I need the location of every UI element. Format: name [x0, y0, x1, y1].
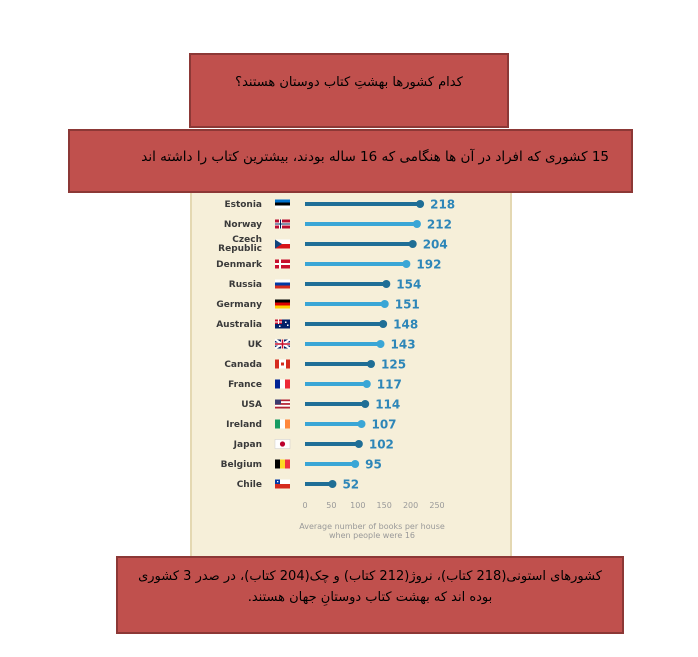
value-label-usa: 114	[375, 398, 400, 412]
value-label-czech-republic: 204	[423, 238, 448, 252]
x-tick-label-100: 100	[350, 501, 365, 510]
value-label-australia: 148	[393, 318, 418, 332]
country-label-russia: Russia	[229, 280, 262, 290]
value-label-germany: 151	[395, 298, 420, 312]
chile-flag	[275, 479, 290, 489]
country-label-germany: Germany	[216, 300, 262, 310]
x-axis-label-line2: when people were 16	[329, 531, 415, 540]
x-tick-label-150: 150	[377, 501, 392, 510]
value-label-chile: 52	[342, 478, 359, 492]
subtitle-box: 15 کشوری که افراد در آن ها هنگامی که 16 …	[68, 129, 633, 193]
bar-dot-france	[362, 380, 371, 388]
value-label-japan: 102	[369, 438, 394, 452]
bar-dot-estonia	[416, 200, 425, 208]
usa-flag	[275, 399, 290, 409]
country-label-france: France	[228, 380, 262, 390]
bar-dot-usa	[361, 400, 370, 408]
country-label-uk: UK	[248, 340, 263, 350]
australia-flag	[275, 319, 290, 329]
belgium-flag	[275, 459, 290, 469]
value-label-norway: 212	[427, 218, 452, 232]
bar-dot-germany	[380, 300, 389, 308]
canada-flag	[275, 359, 290, 369]
country-label-estonia: Estonia	[224, 200, 262, 210]
estonia-flag	[275, 199, 290, 209]
value-label-canada: 125	[381, 358, 406, 372]
uk-flag	[274, 338, 291, 350]
ireland-flag	[275, 419, 290, 429]
bar-dot-czech-republic	[408, 240, 417, 248]
france-flag	[275, 379, 290, 389]
summary-text: کشورهای استونی(218 کتاب)، نروژ(212 کتاب)…	[138, 569, 602, 605]
question-title: کدام کشورها بهشتِ کتاب دوستان هستند؟	[235, 75, 463, 90]
country-label-usa: USA	[241, 400, 262, 410]
bar-dot-ireland	[357, 420, 366, 428]
bar-dot-canada	[367, 360, 375, 368]
country-label-denmark: Denmark	[216, 260, 263, 270]
bar-dot-australia	[379, 320, 388, 328]
x-tick-label-0: 0	[302, 501, 307, 510]
chart-panel: Estonia 218 Norway 212 Czech Republic 204 Denma…	[190, 180, 512, 560]
bar-dot-belgium	[351, 460, 360, 468]
subtitle-text: 15 کشوری که افراد در آن ها هنگامی که 16 …	[141, 149, 609, 165]
x-axis-label: Average number of books per house	[299, 522, 445, 531]
bar-dot-uk	[376, 340, 385, 348]
value-label-france: 117	[377, 378, 402, 392]
books-bar-chart: Estonia 218 Norway 212 Czech Republic 204 Denma…	[216, 198, 455, 541]
value-label-estonia: 218	[430, 198, 455, 212]
country-label-ireland: Ireland	[226, 420, 262, 430]
x-tick-label-200: 200	[403, 501, 418, 510]
country-label-canada: Canada	[224, 360, 262, 370]
question-title-box: کدام کشورها بهشتِ کتاب دوستان هستند؟	[189, 53, 509, 128]
bar-dot-chile	[328, 480, 337, 488]
value-label-uk: 143	[391, 338, 416, 352]
russia-flag	[275, 279, 290, 289]
country-label-chile: Chile	[237, 480, 262, 490]
country-label-belgium: Belgium	[221, 460, 262, 470]
country-label-norway: Norway	[224, 220, 262, 230]
czech-flag	[275, 239, 290, 249]
bar-dot-denmark	[402, 260, 411, 268]
denmark-flag	[275, 259, 290, 269]
japan-flag	[274, 439, 291, 449]
x-tick-label-50: 50	[326, 501, 336, 510]
bar-dot-norway	[412, 220, 421, 228]
country-label-czech-republic: Czech Republic	[218, 235, 262, 254]
bar-dot-japan	[354, 440, 363, 448]
value-label-russia: 154	[396, 278, 421, 292]
value-label-denmark: 192	[416, 258, 441, 272]
country-label-japan: Japan	[233, 440, 262, 450]
summary-box: کشورهای استونی(218 کتاب)، نروژ(212 کتاب)…	[116, 556, 624, 634]
x-tick-label-250: 250	[429, 501, 444, 510]
norway-flag	[275, 219, 290, 229]
bar-dot-russia	[382, 280, 391, 288]
value-label-belgium: 95	[365, 458, 382, 472]
country-label-australia: Australia	[216, 320, 262, 330]
value-label-ireland: 107	[371, 418, 396, 432]
germany-flag	[275, 299, 290, 309]
